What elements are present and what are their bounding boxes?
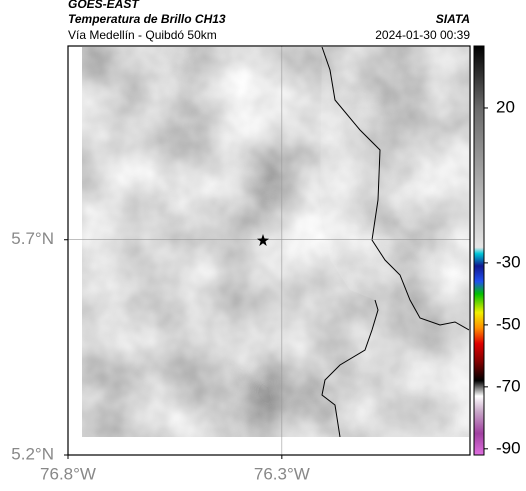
colorbar-tick-label: -30 (496, 252, 521, 271)
timestamp: 2024-01-30 00:39 (375, 28, 470, 42)
y-tick-label: 5.7°N (11, 229, 54, 248)
colorbar-tick-label: -90 (496, 438, 521, 457)
source: SIATA (436, 12, 470, 26)
title: GOES-EAST (68, 0, 140, 11)
x-tick-label: 76.3°W (254, 464, 310, 483)
satellite-image (82, 47, 469, 437)
subtitle: Temperatura de Brillo CH13 (68, 12, 226, 26)
x-tick-label: 76.8°W (40, 464, 96, 483)
boundary (321, 299, 379, 437)
y-tick-label: 5.2°N (11, 444, 54, 463)
colorbar-tick-label: -50 (496, 314, 521, 333)
brightness-field (82, 47, 469, 437)
lighter-region (320, 47, 469, 437)
colorbar-tick-label: 20 (496, 97, 515, 116)
colorbar (473, 45, 485, 456)
colorbar-tick-label: -70 (496, 376, 521, 395)
location-marker (257, 234, 269, 246)
boundary (321, 47, 469, 331)
route: Vía Medellín - Quibdó 50km (68, 28, 217, 42)
map-frame (67, 45, 471, 456)
